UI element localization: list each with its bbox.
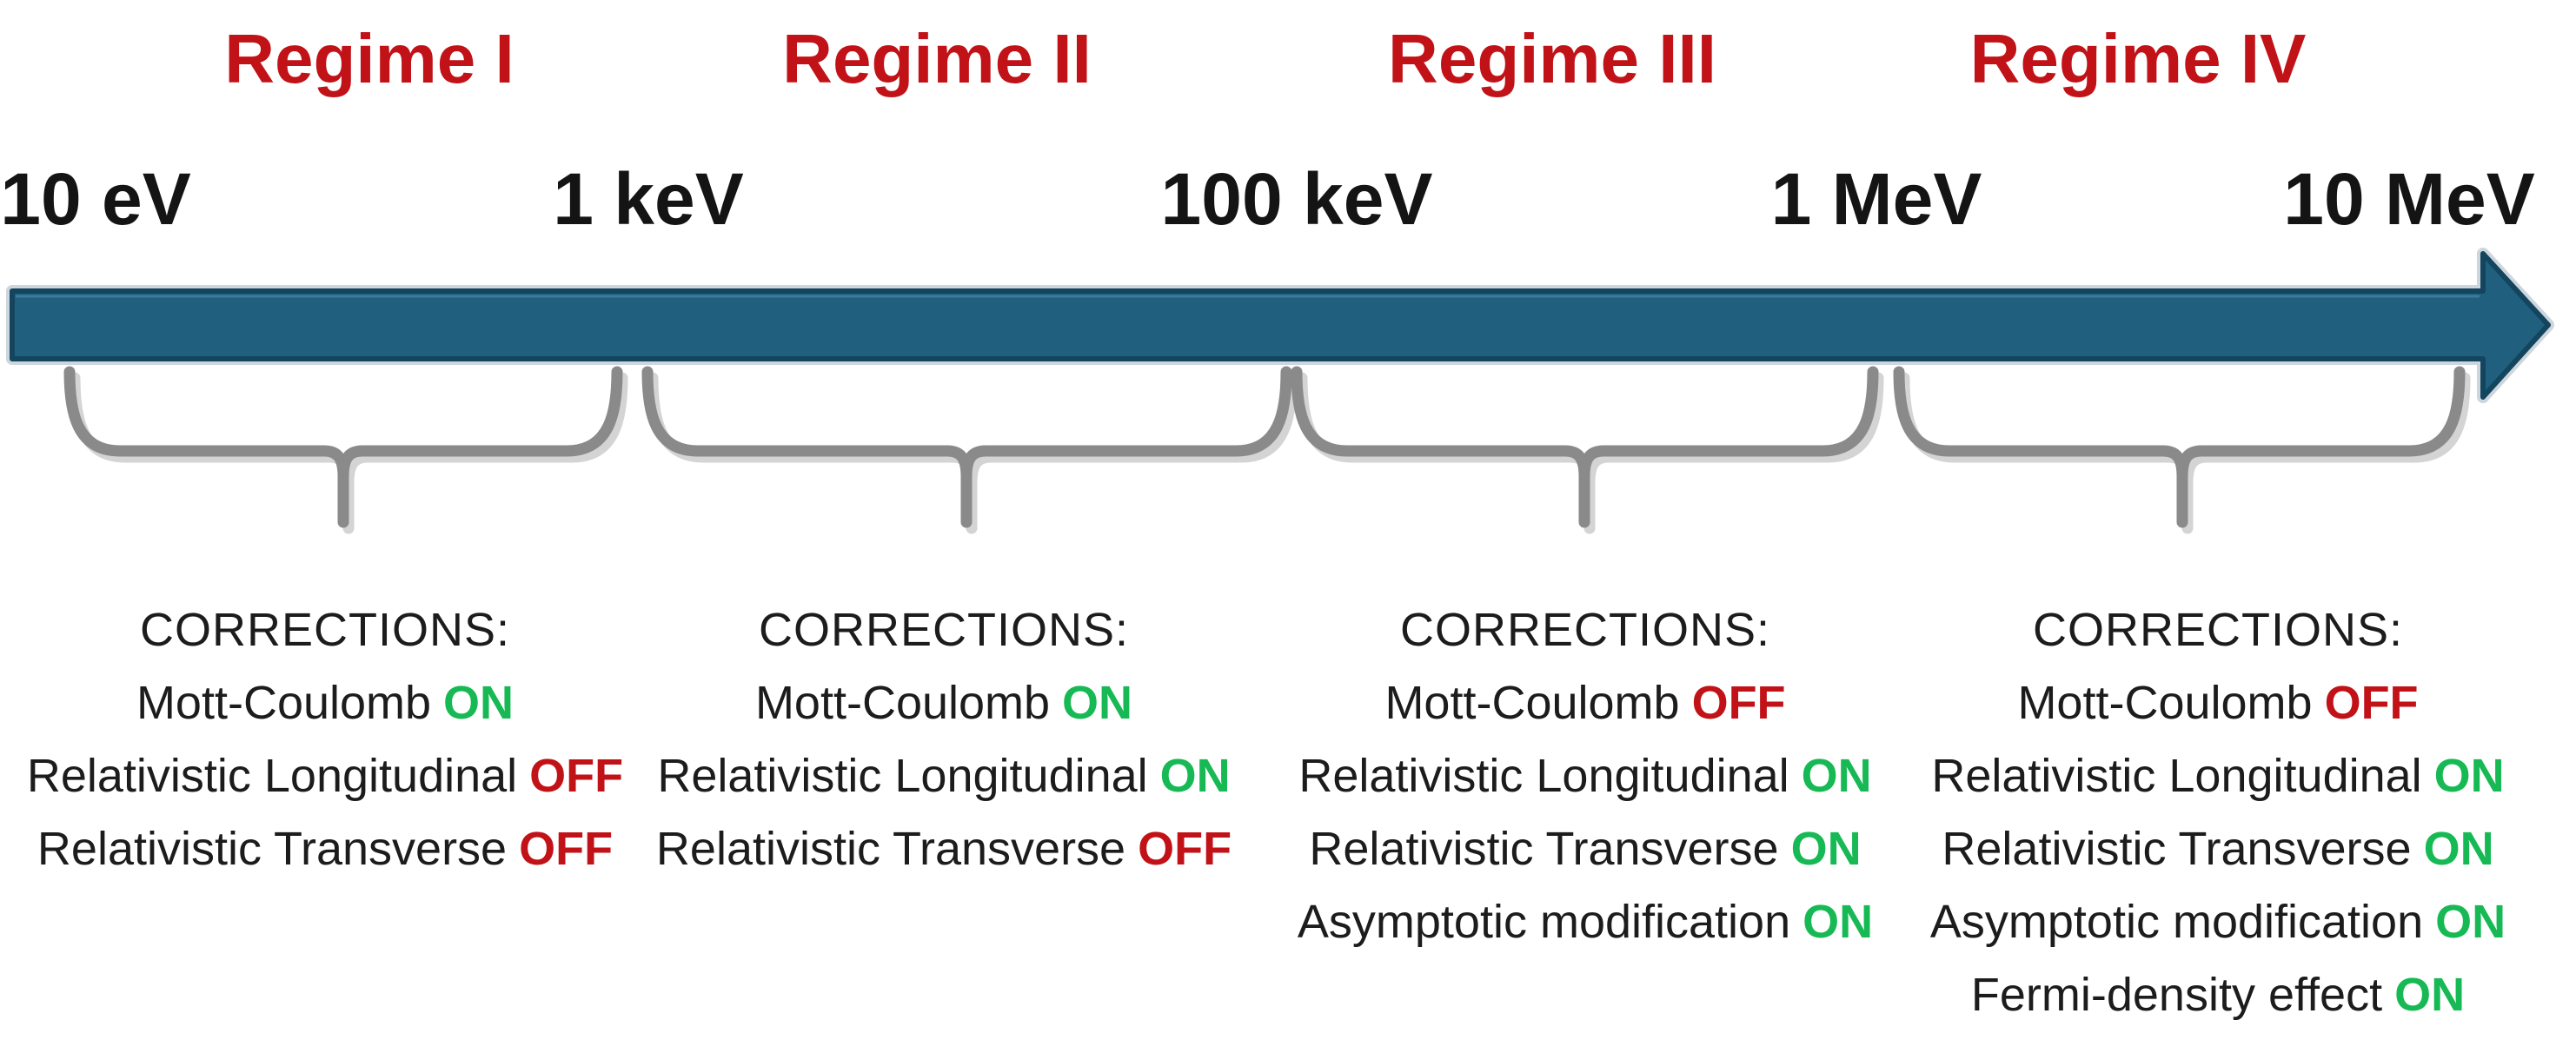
regime-2-corrections: CORRECTIONS: Mott-Coulomb ON Relativistic… <box>553 593 1335 885</box>
correction-state: ON <box>2423 823 2494 875</box>
correction-item: Relativistic Longitudinal ON <box>553 739 1335 812</box>
correction-name: Mott-Coulomb <box>1384 677 1680 729</box>
correction-name: Relativistic Longitudinal <box>1298 750 1789 802</box>
correction-name: Mott-Coulomb <box>136 677 432 729</box>
regime-1-title: Regime I <box>224 20 515 97</box>
correction-item: Relativistic Longitudinal ON <box>1827 739 2576 812</box>
correction-name: Mott-Coulomb <box>754 677 1051 729</box>
regime-4-brace-icon <box>1893 366 2466 528</box>
correction-item: Mott-Coulomb OFF <box>1827 666 2576 739</box>
energy-label-1kev: 1 keV <box>553 158 744 240</box>
regime-1-brace-icon <box>63 366 623 528</box>
energy-label-10ev: 10 eV <box>0 158 191 240</box>
regime-2-title: Regime II <box>782 20 1092 97</box>
correction-name: Relativistic Transverse <box>1942 823 2412 875</box>
regime-2-brace-icon <box>641 366 1292 528</box>
correction-name: Relativistic Longitudinal <box>657 750 1148 802</box>
correction-item: Asymptotic modification ON <box>1194 885 1976 958</box>
correction-state: ON <box>1790 823 1862 875</box>
regime-3-corrections: CORRECTIONS: Mott-Coulomb OFF Relativisti… <box>1194 593 1976 958</box>
correction-item: Relativistic Transverse OFF <box>0 812 716 885</box>
correction-state: OFF <box>1691 677 1786 729</box>
correction-state: ON <box>2435 896 2506 948</box>
correction-item: Relativistic Transverse ON <box>1827 812 2576 885</box>
energy-axis-arrow-icon <box>6 248 2554 403</box>
correction-state: ON <box>1062 677 1133 729</box>
energy-label-1mev: 1 MeV <box>1770 158 1982 240</box>
correction-state: ON <box>2394 969 2466 1021</box>
corrections-heading: CORRECTIONS: <box>1399 604 1771 656</box>
corrections-heading: CORRECTIONS: <box>2032 604 2404 656</box>
correction-state: OFF <box>529 750 624 802</box>
regime-1-corrections: CORRECTIONS: Mott-Coulomb ON Relativistic… <box>0 593 716 885</box>
correction-item: Relativistic Transverse ON <box>1194 812 1976 885</box>
regime-4-title: Regime IV <box>1969 20 2307 97</box>
correction-state: OFF <box>519 823 614 875</box>
correction-item: Fermi-density effect ON <box>1827 958 2576 1031</box>
correction-name: Relativistic Transverse <box>1309 823 1779 875</box>
energy-label-100kev: 100 keV <box>1160 158 1433 240</box>
regime-3-brace-icon <box>1291 366 1879 528</box>
correction-item: Relativistic Transverse OFF <box>553 812 1335 885</box>
correction-item: Mott-Coulomb ON <box>553 666 1335 739</box>
correction-name: Asymptotic modification <box>1297 896 1791 948</box>
correction-name: Relativistic Longitudinal <box>26 750 518 802</box>
correction-name: Relativistic Transverse <box>655 823 1126 875</box>
correction-state: ON <box>1159 750 1231 802</box>
corrections-heading: CORRECTIONS: <box>758 604 1130 656</box>
correction-state: ON <box>2433 750 2505 802</box>
correction-state: ON <box>1803 896 1874 948</box>
correction-name: Fermi-density effect <box>1970 969 2383 1021</box>
correction-state: ON <box>443 677 515 729</box>
correction-state: OFF <box>2324 677 2419 729</box>
regime-3-title: Regime III <box>1388 20 1716 97</box>
correction-item: Relativistic Longitudinal ON <box>1194 739 1976 812</box>
correction-item: Asymptotic modification ON <box>1827 885 2576 958</box>
correction-item: Mott-Coulomb OFF <box>1194 666 1976 739</box>
correction-item: Relativistic Longitudinal OFF <box>0 739 716 812</box>
correction-state: OFF <box>1138 823 1232 875</box>
energy-label-10mev: 10 MeV <box>2283 158 2535 240</box>
correction-name: Relativistic Longitudinal <box>1931 750 2422 802</box>
correction-item: Mott-Coulomb ON <box>0 666 716 739</box>
regime-4-corrections: CORRECTIONS: Mott-Coulomb OFF Relativisti… <box>1827 593 2576 1031</box>
correction-name: Asymptotic modification <box>1929 896 2424 948</box>
correction-name: Relativistic Transverse <box>37 823 508 875</box>
correction-state: ON <box>1801 750 1872 802</box>
correction-name: Mott-Coulomb <box>2017 677 2313 729</box>
corrections-heading: CORRECTIONS: <box>139 604 511 656</box>
